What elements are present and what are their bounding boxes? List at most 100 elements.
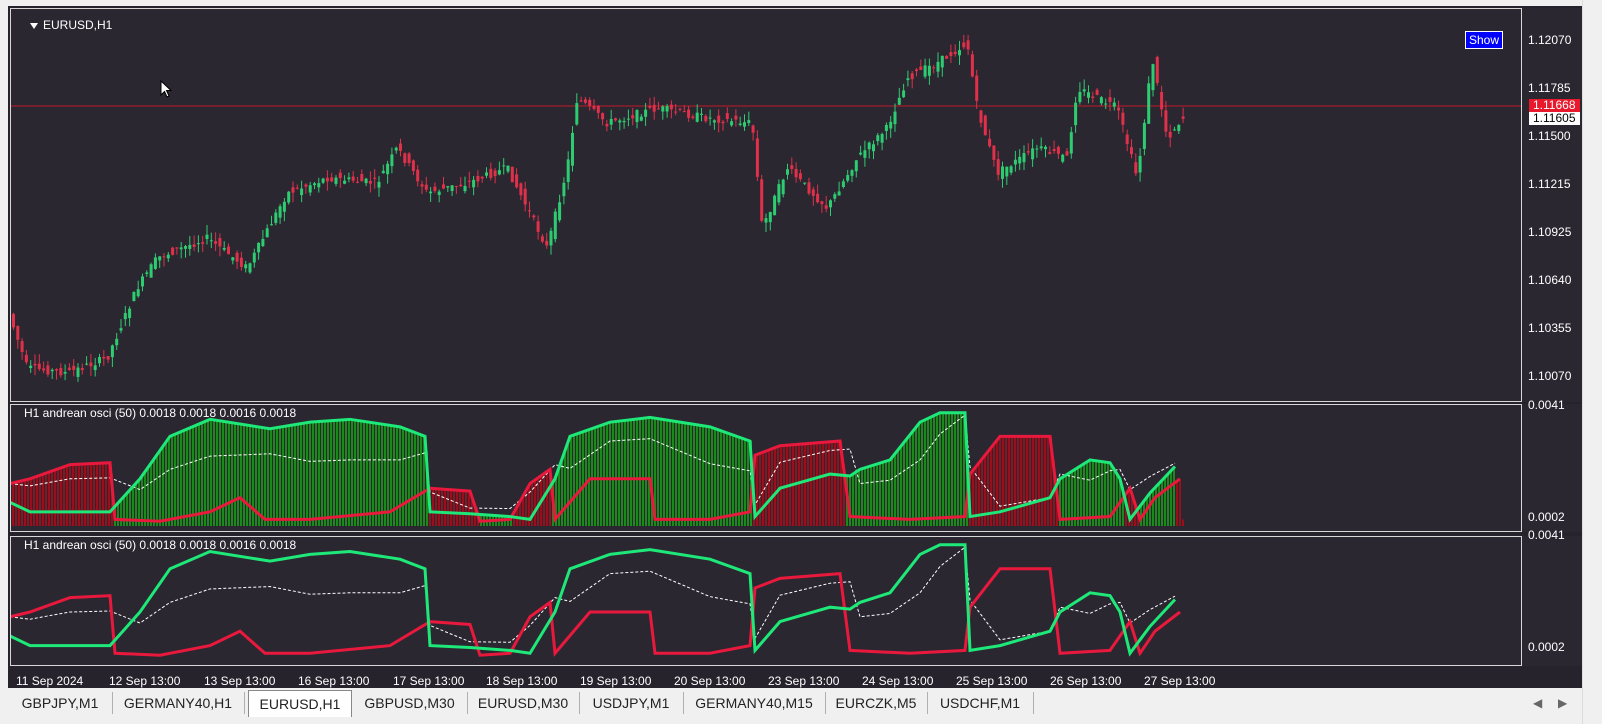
histogram-bar [174, 434, 176, 526]
histogram-bar [108, 462, 110, 526]
candle [708, 109, 712, 126]
candle [1168, 124, 1172, 148]
tab-eurusd-h1[interactable]: EURUSD,H1 [248, 690, 352, 717]
candle [1087, 85, 1090, 104]
tab-gbpusd-m30[interactable]: GBPUSD,M30 [352, 692, 468, 714]
histogram-bar [267, 428, 269, 526]
oscillator-pane-1[interactable]: H1 andrean osci (50) 0.0018 0.0018 0.001… [10, 404, 1582, 532]
candle [1138, 148, 1142, 182]
histogram-bar [234, 423, 236, 526]
candle [407, 152, 411, 167]
candle [592, 99, 596, 111]
dropdown-triangle-icon[interactable] [30, 22, 38, 29]
histogram-bar [270, 428, 272, 526]
histogram-bar [564, 453, 566, 526]
tab-gbpjpy-m1[interactable]: GBPJPY,M1 [8, 692, 113, 714]
histogram-bar [303, 423, 305, 526]
histogram-bar [387, 424, 389, 526]
histogram-bar [348, 419, 350, 526]
histogram-bar [90, 463, 92, 526]
histogram-bar [942, 412, 944, 526]
candle [1121, 108, 1125, 133]
candle [313, 182, 316, 190]
histogram-bar [918, 424, 920, 526]
candle [235, 250, 239, 270]
histogram-bar [885, 461, 887, 526]
histogram-bar [1083, 464, 1085, 526]
tab-eurczk-m5[interactable]: EURCZK,M5 [825, 692, 928, 714]
histogram-bar [606, 423, 608, 526]
histogram-bar [183, 430, 185, 526]
oscillator-1-plot[interactable] [10, 404, 1582, 532]
histogram-bar [828, 441, 830, 526]
candle [803, 182, 807, 185]
oscillator-2-plot[interactable] [10, 536, 1582, 666]
histogram-bar [1074, 469, 1076, 526]
tab-eurusd-m30[interactable]: EURUSD,M30 [467, 692, 580, 714]
tab-germany40-h1[interactable]: GERMANY40,H1 [112, 692, 245, 714]
histogram-bar [816, 442, 818, 526]
symbol-title[interactable]: EURUSD,H1 [30, 18, 112, 32]
histogram-bar [1044, 436, 1046, 526]
histogram-bar [60, 468, 62, 526]
histogram-bar [327, 420, 329, 526]
histogram-bar [630, 419, 632, 526]
histogram-bar [375, 423, 377, 526]
price-pane[interactable]: EURUSD,H1 Show [10, 8, 1582, 402]
histogram-bar [543, 474, 545, 526]
candle [850, 169, 854, 183]
histogram-bar [177, 433, 179, 526]
histogram-bar [963, 412, 965, 526]
scroll-right-icon[interactable]: ▶ [1558, 696, 1568, 710]
chart-window[interactable]: EURUSD,H1 Show 1.12070 1.11785 1.11500 1… [8, 6, 1582, 688]
tab-usdchf-m1[interactable]: USDCHF,M1 [927, 692, 1034, 714]
price-axis-label: 1.11500 [1528, 129, 1571, 143]
candle [196, 235, 200, 253]
time-axis-label: 18 Sep 13:00 [486, 674, 558, 688]
histogram-bar [510, 516, 512, 526]
oscillator-pane-2[interactable]: H1 andrean osci (50) 0.0018 0.0018 0.001… [10, 536, 1582, 666]
histogram-bar [582, 432, 584, 526]
candle [545, 232, 549, 249]
histogram-bar [624, 420, 626, 526]
candle [743, 114, 746, 131]
right-scrollbar[interactable] [1582, 0, 1602, 724]
tab-usdjpy-m1[interactable]: USDJPY,M1 [579, 692, 684, 714]
show-button[interactable]: Show [1465, 31, 1503, 49]
histogram-bar [39, 475, 41, 526]
histogram-bar [999, 437, 1001, 526]
histogram-bar [720, 430, 722, 526]
histogram-bar [435, 488, 437, 526]
candle [1099, 96, 1103, 106]
price-axis-label: 1.11215 [1528, 177, 1571, 191]
histogram-bar [93, 463, 95, 526]
histogram-bar [261, 427, 263, 526]
candle [764, 213, 768, 233]
histogram-bar [213, 419, 215, 526]
histogram-bar [165, 443, 167, 526]
candle [1164, 101, 1168, 138]
candle [923, 58, 927, 79]
candle [145, 270, 149, 277]
candle [747, 111, 751, 126]
candle [16, 325, 20, 349]
histogram-bar [1026, 436, 1028, 526]
tab-germany40-m15[interactable]: GERMANY40,M15 [683, 692, 826, 714]
candlestick-chart[interactable] [10, 8, 1582, 402]
histogram-bar [357, 420, 359, 526]
histogram-bar [690, 423, 692, 526]
histogram-bar [249, 425, 251, 526]
histogram-bar [264, 427, 266, 526]
candle [308, 181, 312, 196]
histogram-bar [57, 469, 59, 526]
histogram-bar [1101, 461, 1103, 526]
histogram-bar [759, 453, 761, 526]
histogram-bar [423, 435, 425, 526]
scroll-left-icon[interactable]: ◀ [1533, 696, 1543, 710]
histogram-bar [960, 412, 962, 526]
histogram-bar [882, 462, 884, 526]
histogram-bar [1149, 494, 1151, 526]
histogram-bar [618, 421, 620, 526]
candle [919, 59, 923, 71]
time-axis-label: 11 Sep 2024 [16, 674, 84, 688]
